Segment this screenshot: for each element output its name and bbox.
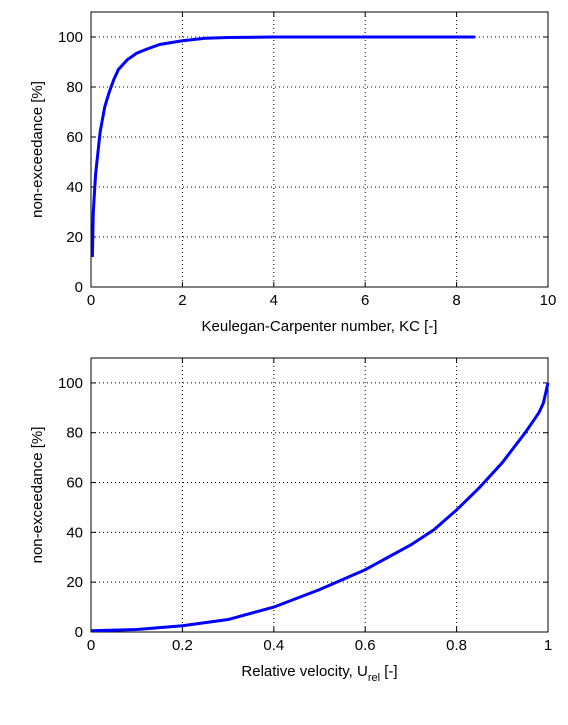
x-tick-label: 10: [540, 292, 557, 309]
x-tick-label: 4: [270, 292, 278, 309]
x-axis-label-text: Relative velocity, U: [241, 663, 367, 680]
y-tick-label: 40: [66, 524, 83, 541]
y-tick-label: 100: [58, 29, 83, 46]
plot-frame: [90, 357, 549, 633]
x-tick-label: 0.2: [172, 637, 193, 654]
x-tick-label: 0.8: [446, 637, 467, 654]
y-tick-label: 60: [66, 129, 83, 146]
y-tick-label: 80: [66, 79, 83, 96]
x-tick-label: 8: [452, 292, 460, 309]
data-line: [90, 382, 550, 633]
x-axis-label-subscript: rel: [368, 672, 380, 684]
data-line: [90, 35, 475, 258]
y-axis-label: non-exceedance [%]: [29, 427, 46, 564]
x-axis-label: Relative velocity, Urel [-]: [241, 663, 397, 684]
y-axis-label: non-exceedance [%]: [29, 81, 46, 218]
x-tick-label: 1: [544, 637, 552, 654]
y-tick-label: 20: [66, 574, 83, 591]
y-tick-label: 80: [66, 425, 83, 442]
plot-frame: [90, 11, 549, 288]
y-tick-label: 40: [66, 179, 83, 196]
x-tick-label: 0.6: [355, 637, 376, 654]
x-tick-label: 0: [87, 637, 95, 654]
y-tick-label: 0: [75, 624, 83, 641]
x-tick-label: 0.4: [263, 637, 284, 654]
y-tick-label: 0: [75, 279, 83, 296]
y-tick-label: 100: [58, 375, 83, 392]
x-tick-label: 6: [361, 292, 369, 309]
x-tick-label: 2: [178, 292, 186, 309]
y-tick-label: 20: [66, 229, 83, 246]
y-tick-label: 60: [66, 475, 83, 492]
x-axis-label: Keulegan-Carpenter number, KC [-]: [202, 318, 438, 335]
x-axis-label-suffix: [-]: [380, 663, 398, 680]
x-tick-label: 0: [87, 292, 95, 309]
